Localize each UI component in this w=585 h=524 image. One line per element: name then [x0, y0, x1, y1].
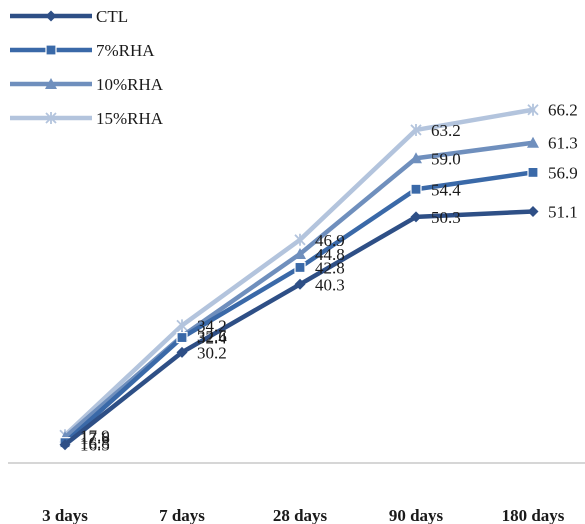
legend: CTL 7%RHA 10%RHA 15%RHA [10, 7, 164, 128]
data-label: 50.3 [431, 208, 461, 227]
data-point [59, 439, 71, 451]
x-tick-label: 28 days [273, 506, 328, 524]
series-layer [59, 103, 539, 451]
data-point [410, 211, 422, 223]
x-axis-categories: 3 days 7 days 28 days 90 days 180 days [42, 506, 565, 524]
data-label: 40.3 [315, 275, 345, 294]
legend-label: 15%RHA [96, 109, 164, 128]
legend-label: 7%RHA [96, 41, 155, 60]
data-label: 17.9 [80, 426, 110, 445]
data-label: 56.9 [548, 163, 578, 182]
legend-marker [45, 10, 57, 22]
data-point [410, 123, 422, 136]
data-label: 63.2 [431, 121, 461, 140]
data-point [294, 261, 306, 274]
data-point [410, 152, 422, 164]
legend-item: 15%RHA [10, 109, 164, 128]
legend-marker [45, 78, 57, 89]
data-point [176, 319, 188, 332]
data-point [527, 103, 539, 116]
data-label: 16.5 [80, 436, 110, 455]
data-label: 61.3 [548, 134, 578, 153]
data-label: 30.2 [197, 343, 227, 362]
data-label: 46.9 [315, 231, 345, 250]
data-point [410, 183, 422, 195]
data-label: 17.6 [80, 428, 110, 447]
x-tick-label: 90 days [389, 506, 444, 524]
data-label: 32.6 [197, 327, 227, 346]
data-point [294, 247, 306, 259]
series-7pctrha [59, 166, 539, 449]
data-point [294, 278, 306, 290]
series-line [62, 209, 536, 447]
legend-marker [45, 44, 57, 56]
data-label: 54.4 [431, 180, 461, 199]
legend-marker [45, 112, 57, 124]
data-label: 51.1 [548, 202, 578, 221]
data-labels-layer: 16.5 30.2 40.3 50.3 51.1 16.8 32.4 42.8 54.4 56.9… [80, 101, 578, 455]
data-label: 42.8 [315, 258, 345, 277]
data-point [176, 346, 188, 358]
data-label: 16.8 [80, 434, 110, 453]
data-point [527, 136, 539, 148]
legend-label: CTL [96, 7, 128, 26]
data-point [527, 205, 539, 217]
data-point [294, 233, 306, 246]
data-label: 44.8 [315, 245, 345, 264]
legend-item: 10%RHA [10, 75, 164, 94]
x-tick-label: 3 days [42, 506, 88, 524]
data-point [527, 166, 539, 179]
legend-label: 10%RHA [96, 75, 164, 94]
series-ctl [59, 205, 539, 451]
series-line [62, 140, 536, 440]
data-point [176, 331, 188, 344]
data-label: 59.0 [431, 149, 461, 168]
legend-item: CTL [10, 7, 128, 26]
legend-item: 7%RHA [10, 41, 155, 60]
data-label: 34.2 [197, 316, 227, 335]
data-label: 32.4 [197, 329, 227, 348]
data-label: 66.2 [548, 101, 578, 120]
x-tick-label: 7 days [159, 506, 205, 524]
x-tick-label: 180 days [502, 506, 565, 524]
